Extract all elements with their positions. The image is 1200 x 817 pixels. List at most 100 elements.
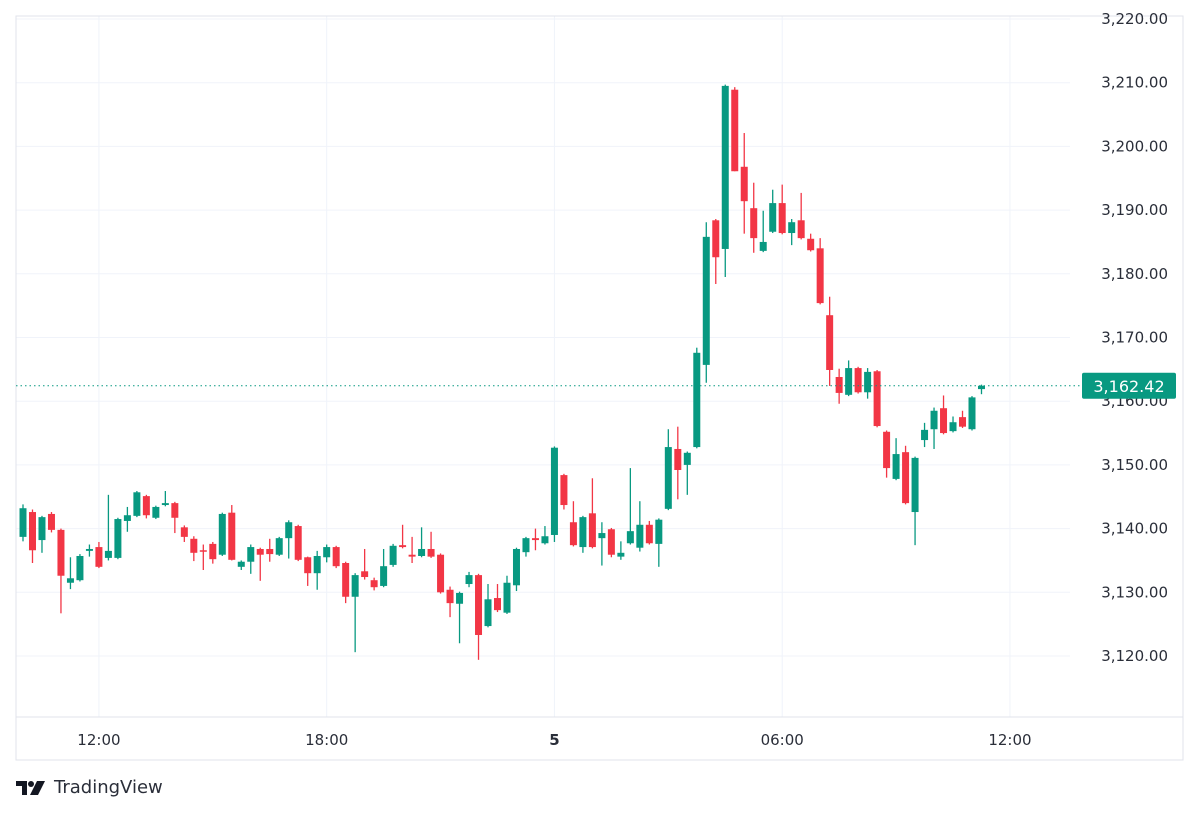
candle-body xyxy=(247,547,255,562)
candle-body xyxy=(190,538,198,553)
candle-body xyxy=(674,448,682,470)
candle-down xyxy=(370,577,378,591)
candle-body xyxy=(209,543,217,560)
candle-body xyxy=(892,454,900,479)
candle-down xyxy=(437,553,445,594)
candle-body xyxy=(655,519,663,544)
candle-down xyxy=(531,528,539,551)
candle-body xyxy=(883,431,891,469)
price-tick-label: 3,170.00 xyxy=(1101,329,1168,347)
candle-up xyxy=(522,536,530,557)
candle-up xyxy=(721,84,729,277)
candle-down xyxy=(266,538,274,562)
price-axis[interactable]: 3,120.003,130.003,140.003,150.003,160.00… xyxy=(1101,10,1168,665)
time-axis[interactable]: 12:00 18:00 5 06:00 12:00 xyxy=(77,731,1031,749)
candle-up xyxy=(285,520,293,559)
candle-body xyxy=(494,598,501,611)
candle-down xyxy=(95,541,103,569)
candle-up xyxy=(598,522,606,566)
candle-down xyxy=(294,524,302,562)
candle-body xyxy=(740,166,748,202)
candle-body xyxy=(114,519,122,558)
candle-down xyxy=(835,368,843,404)
candle-body xyxy=(731,89,739,172)
candle-body xyxy=(313,555,321,574)
candle-body xyxy=(332,547,340,567)
price-tick-label: 3,180.00 xyxy=(1101,265,1168,283)
candle-body xyxy=(921,429,929,441)
candle-down xyxy=(494,584,501,613)
candle-body xyxy=(712,220,720,258)
candle-down xyxy=(446,586,454,618)
candle-up xyxy=(456,591,464,644)
candle-body xyxy=(465,575,473,585)
grid xyxy=(16,16,1070,717)
candle-body xyxy=(598,533,606,539)
price-tick-label: 3,130.00 xyxy=(1101,583,1168,601)
candle-body xyxy=(389,545,397,565)
last-price-label: 3,162.42 xyxy=(1093,377,1164,396)
candle-body xyxy=(47,513,55,530)
candle-up xyxy=(655,518,663,567)
price-tick-label: 3,120.00 xyxy=(1101,647,1168,665)
time-tick-label: 5 xyxy=(549,731,559,749)
candle-body xyxy=(977,385,985,390)
candle-body xyxy=(237,561,245,567)
candle-body xyxy=(702,236,710,365)
candle-down xyxy=(731,87,739,172)
candle-up xyxy=(769,189,777,234)
candle-body xyxy=(446,589,454,604)
candle-up xyxy=(503,575,511,614)
candle-down xyxy=(190,536,198,562)
candle-body xyxy=(503,582,511,613)
candle-body xyxy=(664,447,672,509)
candle-body xyxy=(304,557,312,574)
candle-up xyxy=(389,543,397,567)
candle-body xyxy=(437,554,445,593)
candle-down xyxy=(902,445,910,505)
candle-body xyxy=(57,529,65,576)
last-price-badge xyxy=(1082,372,1176,399)
price-tick-label: 3,220.00 xyxy=(1101,10,1168,28)
candle-up xyxy=(788,219,796,246)
candle-body xyxy=(218,513,226,555)
candle-down xyxy=(57,528,65,614)
chart-border xyxy=(15,15,1184,761)
time-tick-label: 06:00 xyxy=(761,731,804,749)
candle-body xyxy=(294,526,302,560)
candle-down xyxy=(171,501,179,534)
candle-up xyxy=(133,491,141,518)
candle-up xyxy=(114,517,122,560)
candle-up xyxy=(541,526,549,545)
candle-up xyxy=(892,438,900,481)
candle-down xyxy=(256,547,264,581)
candle-body xyxy=(759,241,767,251)
candle-up xyxy=(683,451,691,495)
candle-up xyxy=(579,515,587,553)
candle-body xyxy=(95,547,103,567)
candle-down xyxy=(959,410,967,428)
candle-body xyxy=(342,562,350,597)
candle-up xyxy=(911,456,919,546)
candle-down xyxy=(342,561,350,604)
candle-body xyxy=(418,548,426,556)
candle-body xyxy=(607,529,615,555)
candle-up xyxy=(123,506,131,532)
candle-up xyxy=(664,429,672,511)
candle-body xyxy=(721,85,729,249)
candle-up xyxy=(66,557,74,590)
candle-body xyxy=(285,522,293,539)
candle-down xyxy=(304,556,312,586)
tradingview-brand[interactable]: TradingView xyxy=(16,777,163,798)
candle-up xyxy=(313,550,321,590)
candle-body xyxy=(949,422,957,432)
candle-body xyxy=(626,531,634,544)
candle-body xyxy=(769,203,777,232)
candle-body xyxy=(522,538,530,553)
time-tick-label: 12:00 xyxy=(77,731,120,749)
candle-body xyxy=(854,368,862,393)
candle-body xyxy=(28,512,36,551)
candle-body xyxy=(911,457,919,513)
candle-up xyxy=(759,210,767,253)
